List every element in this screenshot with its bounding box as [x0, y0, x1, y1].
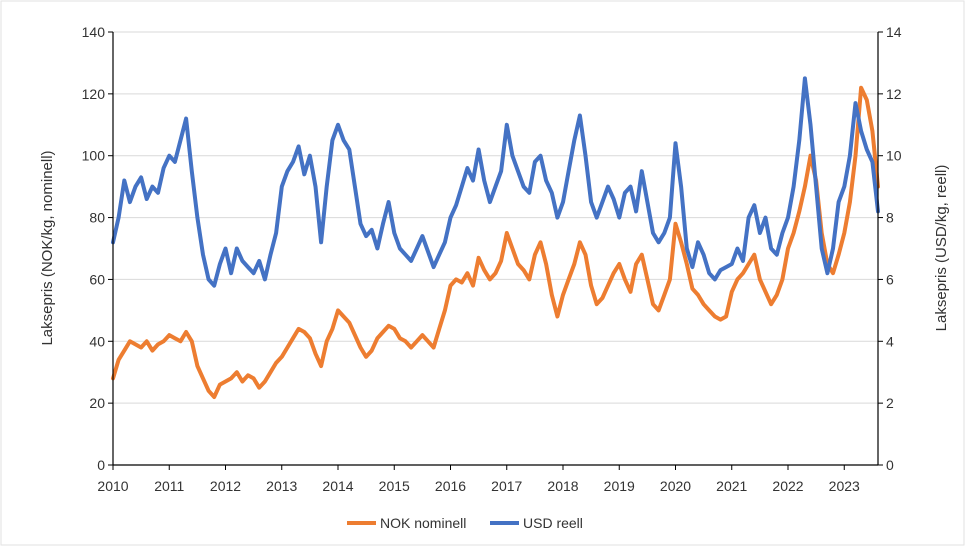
y-left-tick-label: 120	[82, 86, 106, 102]
y-left-tick-label: 140	[82, 24, 106, 40]
series-line-usd-reell	[111, 76, 880, 288]
x-tick-label: 2019	[604, 478, 635, 494]
y-right-tick-label: 2	[886, 395, 894, 411]
x-tick-label: 2021	[716, 478, 747, 494]
legend: NOK nominell USD reell	[347, 515, 583, 531]
x-tick-label: 2023	[829, 478, 860, 494]
series-line-nok-nominell	[111, 85, 880, 399]
legend-label-usd: USD reell	[523, 515, 583, 531]
x-tick-label: 2013	[266, 478, 297, 494]
y-right-tick-label: 8	[886, 210, 894, 226]
y-left-tick-label: 80	[89, 210, 105, 226]
x-tick-label: 2011	[154, 478, 184, 494]
y-right-tick-label: 0	[886, 457, 894, 473]
y-right-tick-label: 10	[886, 148, 902, 164]
x-tick-label: 2016	[435, 478, 466, 494]
legend-label-nok: NOK nominell	[380, 515, 466, 531]
y-left-tick-label: 20	[89, 395, 105, 411]
y-left-tick-label: 0	[97, 457, 105, 473]
x-tick-label: 2022	[772, 478, 803, 494]
y-left-tick-label: 40	[89, 333, 105, 349]
y-axis-left-title: Laksepris (NOK/kg, nominell)	[39, 150, 56, 345]
y-left-tick-label: 60	[89, 271, 105, 287]
y-right-tick-label: 12	[886, 86, 902, 102]
x-tick-label: 2010	[97, 478, 128, 494]
y-right-tick-label: 4	[886, 333, 894, 349]
y-right-tick-label: 14	[886, 24, 902, 40]
y-left-tick-label: 100	[82, 148, 106, 164]
y-right-tick-label: 6	[886, 271, 894, 287]
y-axis-right-title: Laksepris (USD/kg, reell)	[933, 165, 950, 332]
x-tick-label: 2015	[379, 478, 410, 494]
x-tick-label: 2014	[322, 478, 353, 494]
x-tick-label: 2020	[660, 478, 691, 494]
x-tick-label: 2018	[547, 478, 578, 494]
x-tick-label: 2017	[491, 478, 522, 494]
x-tick-label: 2012	[210, 478, 241, 494]
